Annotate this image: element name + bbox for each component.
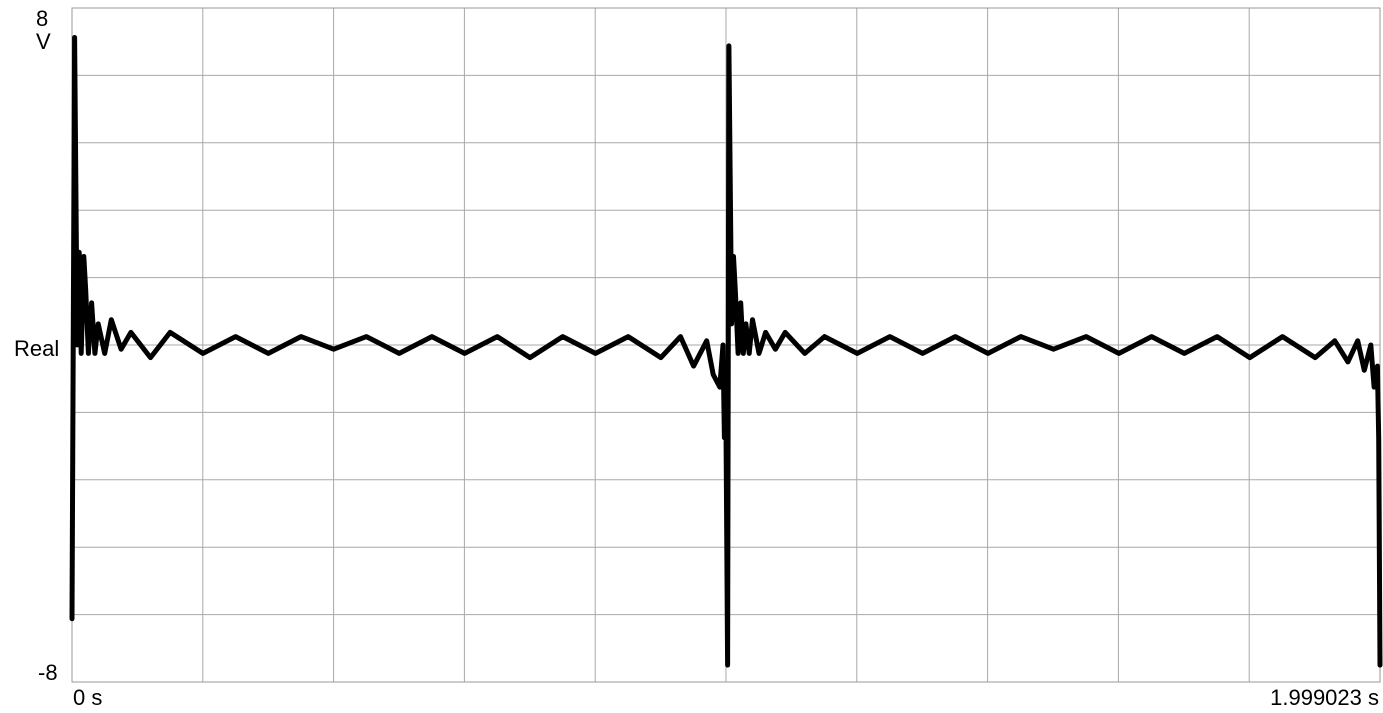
trace-label: Real bbox=[14, 336, 60, 361]
x-end-tick-label: 1.999023 s bbox=[1270, 685, 1379, 710]
y-min-tick-label: -8 bbox=[38, 660, 58, 685]
y-unit-label: V bbox=[36, 29, 51, 54]
signal-trace bbox=[69, 35, 1383, 668]
x-start-tick-label: 0 s bbox=[73, 685, 103, 710]
y-max-tick-label: 8 bbox=[36, 6, 49, 31]
